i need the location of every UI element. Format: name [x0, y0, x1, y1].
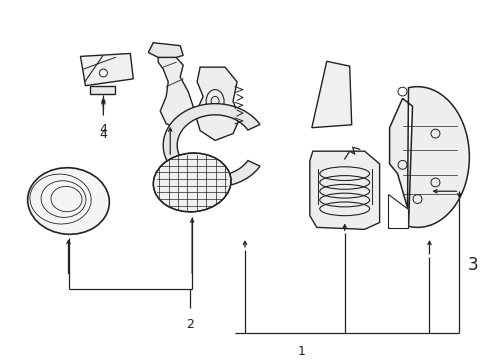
Text: 4: 4 [99, 128, 107, 141]
Polygon shape [390, 87, 469, 228]
Polygon shape [158, 57, 193, 128]
Text: 3: 3 [467, 256, 478, 274]
Polygon shape [148, 43, 183, 57]
Text: 1: 1 [298, 345, 306, 357]
Polygon shape [388, 194, 408, 228]
Polygon shape [80, 54, 133, 86]
Polygon shape [91, 86, 115, 94]
Ellipse shape [27, 168, 109, 234]
Text: 2: 2 [186, 318, 194, 331]
Polygon shape [163, 104, 260, 187]
Polygon shape [310, 151, 380, 229]
Polygon shape [312, 61, 352, 128]
Text: 4: 4 [99, 123, 107, 136]
Ellipse shape [153, 153, 231, 212]
Polygon shape [195, 67, 240, 140]
